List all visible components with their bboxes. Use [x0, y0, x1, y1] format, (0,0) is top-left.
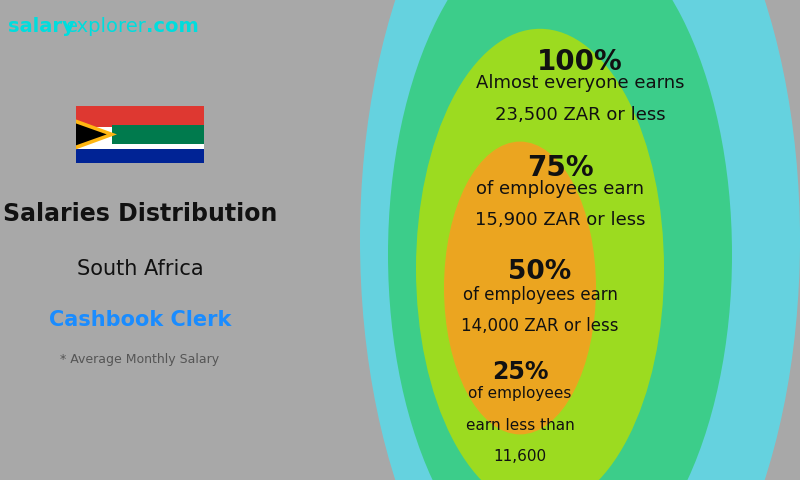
Bar — [112, 125, 204, 144]
Text: salary: salary — [8, 17, 74, 36]
Ellipse shape — [416, 29, 664, 480]
Text: 25%: 25% — [492, 360, 548, 384]
Text: Cashbook Clerk: Cashbook Clerk — [49, 310, 231, 330]
Text: 14,000 ZAR or less: 14,000 ZAR or less — [462, 317, 618, 335]
Ellipse shape — [388, 0, 732, 480]
Text: South Africa: South Africa — [77, 259, 203, 279]
Text: 23,500 ZAR or less: 23,500 ZAR or less — [494, 106, 666, 123]
Polygon shape — [76, 120, 117, 149]
Text: Almost everyone earns: Almost everyone earns — [476, 74, 684, 93]
Text: of employees earn: of employees earn — [462, 286, 618, 304]
Text: Salaries Distribution: Salaries Distribution — [3, 202, 277, 226]
Ellipse shape — [360, 0, 800, 480]
Text: explorer: explorer — [66, 17, 146, 36]
Text: 50%: 50% — [508, 259, 572, 285]
Text: 100%: 100% — [537, 48, 623, 76]
Text: of employees earn: of employees earn — [476, 180, 644, 198]
Ellipse shape — [444, 142, 596, 434]
Text: earn less than: earn less than — [466, 418, 574, 432]
Text: 15,900 ZAR or less: 15,900 ZAR or less — [474, 211, 646, 229]
Polygon shape — [76, 123, 106, 145]
Text: 11,600: 11,600 — [494, 449, 546, 464]
Bar — [76, 149, 204, 163]
Bar — [76, 106, 204, 128]
Text: * Average Monthly Salary: * Average Monthly Salary — [61, 353, 219, 366]
Bar — [76, 128, 204, 149]
Text: 75%: 75% — [526, 154, 594, 181]
Text: .com: .com — [146, 17, 199, 36]
Text: of employees: of employees — [468, 386, 572, 401]
